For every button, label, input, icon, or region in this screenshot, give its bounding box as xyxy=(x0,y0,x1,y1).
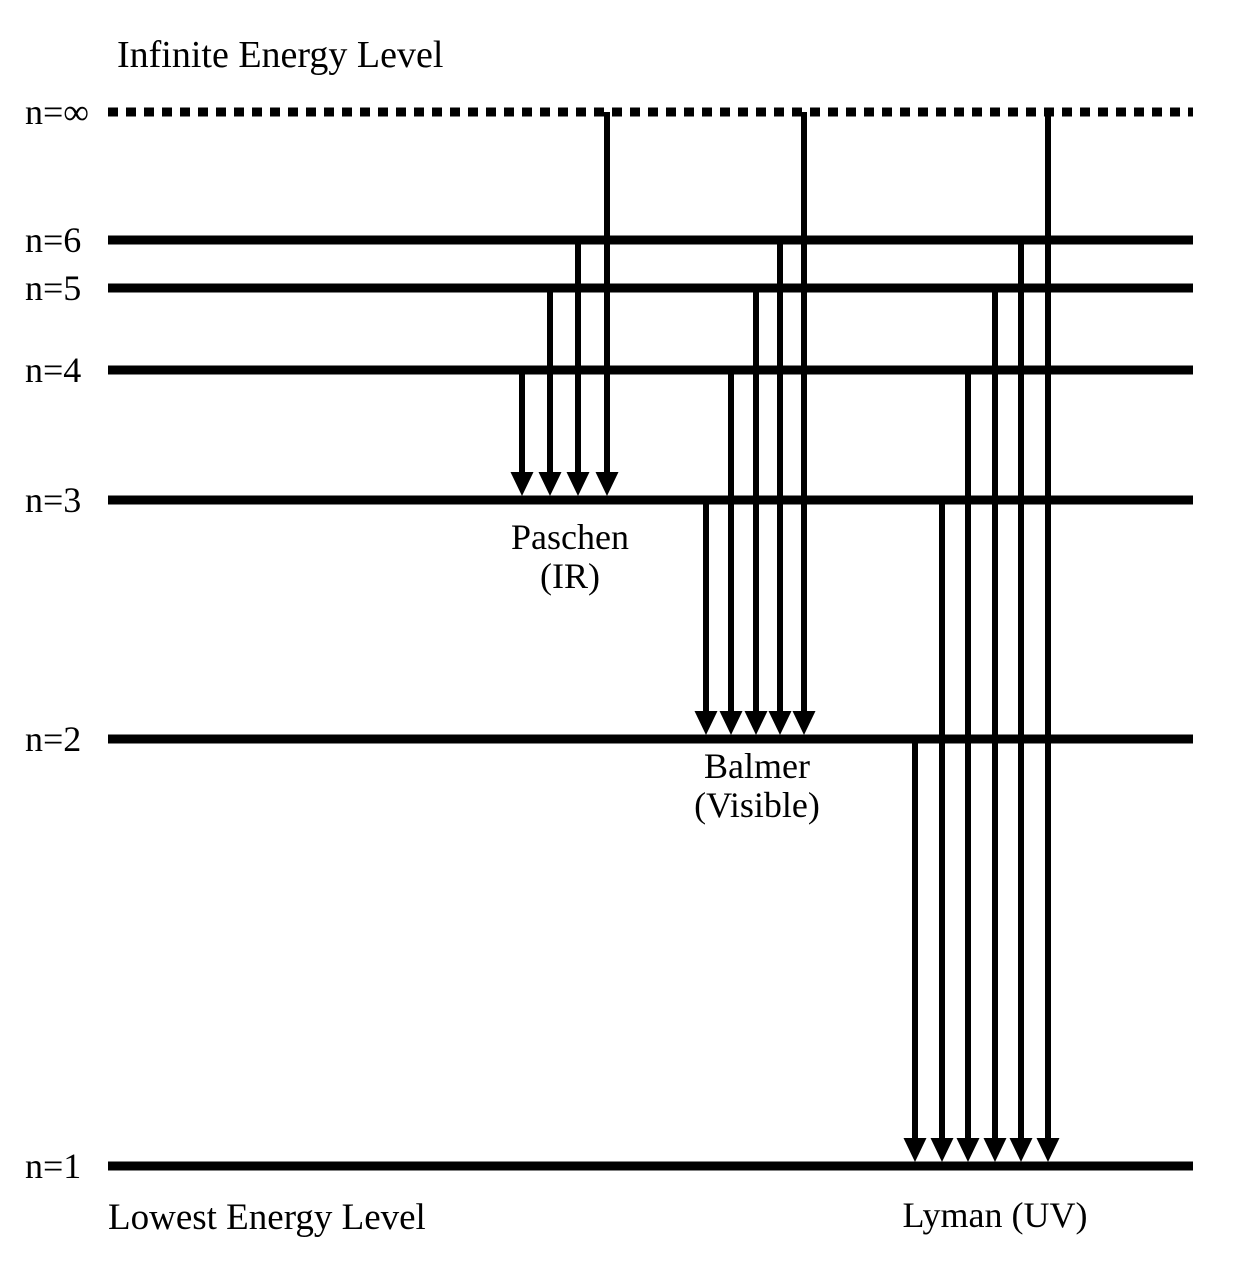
infinite-energy-level-label: Infinite Energy Level xyxy=(117,34,444,76)
level-label-n6: n=6 xyxy=(25,220,81,260)
level-label-n4: n=4 xyxy=(25,350,81,390)
transition-arrowhead-lyman xyxy=(930,1138,954,1162)
transition-arrowhead-paschen xyxy=(538,472,562,496)
transition-arrowhead-balmer xyxy=(792,711,816,735)
transition-arrowhead-paschen xyxy=(595,472,619,496)
transition-arrowhead-lyman xyxy=(956,1138,980,1162)
transition-arrowhead-balmer xyxy=(768,711,792,735)
series-label-balmer-sub: (Visible) xyxy=(694,785,820,825)
series-label-lyman: Lyman (UV) xyxy=(903,1195,1088,1235)
lowest-energy-level-label: Lowest Energy Level xyxy=(108,1197,426,1238)
transition-arrowhead-lyman xyxy=(903,1138,927,1162)
level-label-n3: n=3 xyxy=(25,480,81,520)
transition-arrowhead-lyman xyxy=(983,1138,1007,1162)
transition-arrowhead-paschen xyxy=(566,472,590,496)
level-label-n5: n=5 xyxy=(25,268,81,308)
level-label-n1: n=1 xyxy=(25,1146,81,1186)
series-label-paschen: Paschen xyxy=(511,517,629,557)
transition-arrowhead-balmer xyxy=(719,711,743,735)
transition-arrowhead-paschen xyxy=(510,472,534,496)
transition-arrowhead-balmer xyxy=(744,711,768,735)
series-label-paschen-sub: (IR) xyxy=(540,556,600,596)
transition-arrowhead-lyman xyxy=(1036,1138,1060,1162)
level-label-n: n=∞ xyxy=(25,92,89,132)
series-label-balmer: Balmer xyxy=(704,746,810,786)
level-label-n2: n=2 xyxy=(25,719,81,759)
transition-arrowhead-balmer xyxy=(694,711,718,735)
transition-arrowhead-lyman xyxy=(1009,1138,1033,1162)
